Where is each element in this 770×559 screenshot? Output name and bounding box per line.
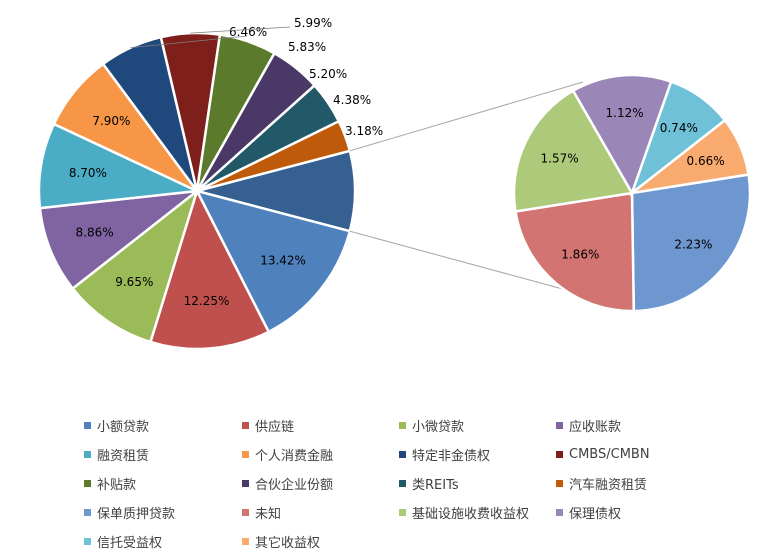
main-pie-data-label: 5.99% <box>294 16 332 30</box>
main-pie-data-label: 6.46% <box>229 25 267 39</box>
secondary-pie-data-label: 0.74% <box>660 121 698 135</box>
connector-lines <box>349 81 584 292</box>
main-pie-slice-11 <box>196 119 352 193</box>
legend-label: 汽车融资租赁 <box>569 477 648 493</box>
main-pie-slice-1 <box>148 187 271 351</box>
main-pie-slice-0 <box>194 189 352 334</box>
legend-label: 特定非金债权 <box>412 448 491 464</box>
legend-item: 应收账款 <box>556 415 621 435</box>
main-pie-data-label: 8.70% <box>69 166 107 180</box>
leader-line <box>130 35 248 48</box>
legend-swatch <box>556 508 563 516</box>
legend-item: 其它收益权 <box>242 531 320 551</box>
legend-swatch <box>399 479 406 487</box>
data-labels: 13.42% 12.25% 9.65% 8.86% 8.70% 7.90% 6.46% 5.9… <box>69 16 725 308</box>
connector-line-top <box>349 81 584 152</box>
main-pie-data-label: 8.86% <box>76 226 114 240</box>
legend-item: 保单质押贷款 <box>84 502 175 522</box>
legend-label: 保单质押贷款 <box>97 506 176 522</box>
legend-swatch <box>84 537 91 545</box>
secondary-pie-data-label: 0.66% <box>687 154 725 168</box>
secondary-pie-data-label: 1.57% <box>541 151 579 165</box>
legend-label: 其它收益权 <box>255 535 321 551</box>
legend-item: 汽车融资租赁 <box>556 473 647 493</box>
main-pie-slice-2 <box>70 187 200 344</box>
legend-item: 供应链 <box>242 415 294 435</box>
main-pie-data-label: 12.25% <box>184 294 230 308</box>
secondary-pie-data-label: 1.86% <box>561 247 599 261</box>
legend-item: 保理债权 <box>556 502 621 522</box>
secondary-pie-slice-3 <box>571 73 673 196</box>
secondary-pie-slice-5 <box>627 118 750 195</box>
secondary-pie <box>512 73 752 313</box>
legend-item: 特定非金债权 <box>399 444 490 464</box>
main-pie-data-label: 3.18% <box>345 124 383 138</box>
legend-swatch <box>84 421 91 429</box>
main-pie-data-label: 7.90% <box>92 114 130 128</box>
legend-item: 类REITs <box>399 473 459 493</box>
legend-swatch <box>399 508 406 516</box>
legend-swatch <box>399 450 406 458</box>
secondary-pie-slice-1 <box>514 191 636 313</box>
main-pie-slice-4 <box>37 122 202 210</box>
main-pie-slice-3 <box>38 189 202 291</box>
legend-swatch <box>84 450 91 458</box>
legend-label: 未知 <box>255 506 282 522</box>
legend-swatch <box>556 450 563 458</box>
legend-label: 应收账款 <box>569 419 622 435</box>
legend-swatch <box>242 508 249 516</box>
main-pie-data-label: 5.20% <box>309 67 347 81</box>
main-pie-data-label: 9.65% <box>115 275 153 289</box>
main-pie-data-label: 4.38% <box>333 93 371 107</box>
legend-item: 小微贷款 <box>399 415 464 435</box>
secondary-pie-data-label: 2.23% <box>674 238 712 252</box>
secondary-pie-slice-2 <box>512 89 634 213</box>
legend-label: 融资租赁 <box>97 448 150 464</box>
legend-label: 个人消费金融 <box>255 448 334 464</box>
secondary-pie-data-label: 1.12% <box>606 106 644 120</box>
legend-swatch <box>84 508 91 516</box>
secondary-pie-slice-0 <box>630 173 752 313</box>
legend-item: 未知 <box>242 502 281 522</box>
legend-item: 基础设施收费收益权 <box>399 502 529 522</box>
legend-label: 保理债权 <box>569 506 622 522</box>
legend-item: 信托受益权 <box>84 531 162 551</box>
legend-item: CMBS/CMBN <box>556 444 650 464</box>
legend-label: 类REITs <box>412 477 459 493</box>
legend-swatch <box>84 479 91 487</box>
legend-swatch <box>242 537 249 545</box>
legend-swatch <box>242 421 249 429</box>
legend-label: 合伙企业份额 <box>255 477 334 493</box>
legend-item: 合伙企业份额 <box>242 473 333 493</box>
legend-label: CMBS/CMBN <box>569 446 650 462</box>
legend-label: 补贴款 <box>97 477 137 493</box>
legend-swatch <box>242 479 249 487</box>
legend-item: 个人消费金融 <box>242 444 333 464</box>
main-pie <box>37 31 357 351</box>
legend-label: 基础设施收费收益权 <box>412 506 530 522</box>
leader-line <box>190 26 291 34</box>
connector-line-bottom <box>349 230 571 292</box>
legend-swatch <box>242 450 249 458</box>
main-pie-data-label: 13.42% <box>260 253 306 267</box>
legend-swatch <box>556 479 563 487</box>
legend-label: 供应链 <box>255 419 295 435</box>
main-pie-data-label: 5.83% <box>288 40 326 54</box>
legend-label: 信托受益权 <box>97 535 163 551</box>
legend-label: 小微贷款 <box>412 419 465 435</box>
legend-item: 补贴款 <box>84 473 136 493</box>
legend-swatch <box>556 421 563 429</box>
legend-label: 小额贷款 <box>97 419 150 435</box>
legend-item: 小额贷款 <box>84 415 149 435</box>
legend-swatch <box>399 421 406 429</box>
legend-item: 融资租赁 <box>84 444 149 464</box>
